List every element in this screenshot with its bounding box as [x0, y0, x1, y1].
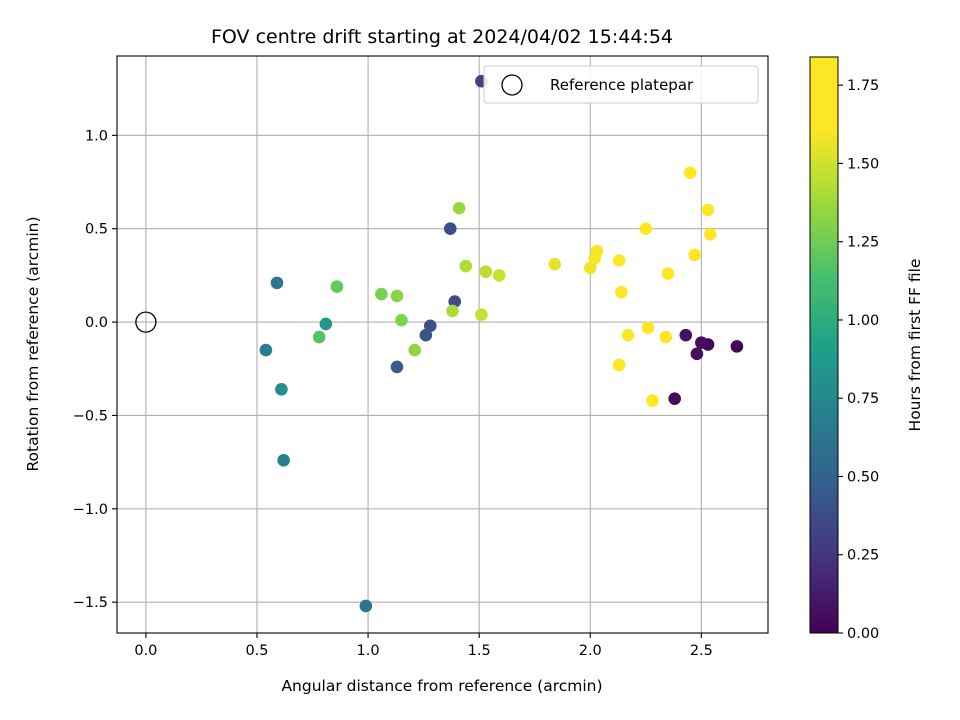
x-tick-label: 1.5	[468, 643, 491, 659]
data-point	[492, 269, 506, 282]
data-point	[701, 203, 715, 217]
x-tick-label: 1.0	[357, 643, 380, 659]
y-tick-label: 0.0	[85, 315, 108, 331]
axis-ticks: 0.0 0.5 1.0 1.5 2.0 2.5 −1.5 −1.0 −0.5 0.0 0.5 1.0	[73, 128, 713, 659]
data-point	[659, 330, 673, 344]
data-point	[443, 222, 457, 236]
data-point	[690, 347, 704, 361]
data-point	[612, 358, 626, 372]
data-points	[259, 74, 744, 613]
legend-label: Reference platepar	[550, 76, 694, 94]
data-point	[259, 343, 273, 357]
plot-frame	[116, 55, 769, 634]
y-tick-label: −1.0	[73, 502, 108, 518]
legend: Reference platepar	[483, 65, 759, 104]
data-point	[452, 201, 466, 215]
colorbar-tick-label: 0.25	[847, 548, 879, 564]
data-point	[375, 287, 388, 301]
y-tick-label: 1.0	[85, 128, 108, 144]
colorbar: 0.00 0.25 0.50 0.75 1.00 1.25 1.50 1.75 Hours f…	[809, 56, 924, 642]
data-point	[319, 317, 333, 331]
data-point	[615, 285, 628, 299]
data-point	[312, 330, 326, 344]
reference-marker	[135, 311, 157, 333]
colorbar-tick-label: 1.50	[847, 156, 879, 172]
data-point	[730, 340, 744, 353]
data-point	[679, 328, 693, 342]
data-point	[408, 343, 422, 357]
data-point	[548, 257, 562, 271]
data-point	[683, 166, 697, 180]
legend-marker-icon	[501, 74, 523, 96]
x-tick-label: 2.0	[579, 643, 602, 659]
x-axis-label: Angular distance from reference (arcmin)	[281, 677, 602, 695]
data-point	[612, 254, 626, 267]
colorbar-tick-label: 0.50	[847, 469, 879, 485]
x-tick-label: 0.0	[134, 643, 157, 659]
data-point	[277, 453, 290, 467]
grid-lines	[117, 56, 768, 633]
data-point	[459, 259, 473, 273]
data-point	[475, 308, 488, 321]
data-point	[646, 394, 659, 407]
data-point	[446, 304, 459, 318]
data-point	[688, 248, 701, 262]
data-point	[423, 319, 437, 333]
colorbar-ticks: 0.00 0.25 0.50 0.75 1.00 1.25 1.50 1.75	[838, 78, 879, 642]
data-point	[641, 321, 655, 334]
colorbar-tick-label: 1.75	[847, 78, 879, 94]
data-point	[390, 360, 404, 374]
data-point	[703, 228, 717, 241]
data-point	[390, 289, 404, 303]
data-point	[330, 280, 344, 293]
y-axis-label: Rotation from reference (arcmin)	[24, 216, 42, 471]
data-point	[661, 267, 675, 280]
data-point	[479, 265, 493, 278]
colorbar-tick-label: 0.00	[847, 626, 879, 642]
y-tick-label: −1.5	[73, 595, 108, 611]
data-point	[583, 261, 597, 275]
data-point	[359, 599, 373, 613]
reference-marker-group	[135, 311, 157, 333]
data-point	[695, 336, 708, 349]
y-tick-label: −0.5	[73, 408, 108, 424]
data-point	[275, 383, 288, 396]
colorbar-gradient	[809, 56, 839, 634]
data-point	[639, 222, 653, 236]
data-point	[270, 276, 284, 290]
x-tick-label: 2.5	[690, 643, 713, 659]
colorbar-tick-label: 1.00	[847, 313, 879, 329]
colorbar-tick-label: 0.75	[847, 391, 879, 407]
colorbar-label: Hours from first FF file	[906, 259, 924, 432]
data-point	[395, 313, 408, 327]
data-point	[621, 328, 635, 342]
data-point	[419, 328, 433, 342]
colorbar-tick-label: 1.25	[847, 235, 879, 251]
legend-box	[483, 65, 759, 104]
x-tick-label: 0.5	[245, 643, 268, 659]
y-tick-label: 0.5	[85, 222, 108, 238]
data-point	[590, 244, 604, 258]
chart-title: FOV centre drift starting at 2024/04/02 …	[211, 26, 673, 48]
data-point	[668, 392, 681, 405]
